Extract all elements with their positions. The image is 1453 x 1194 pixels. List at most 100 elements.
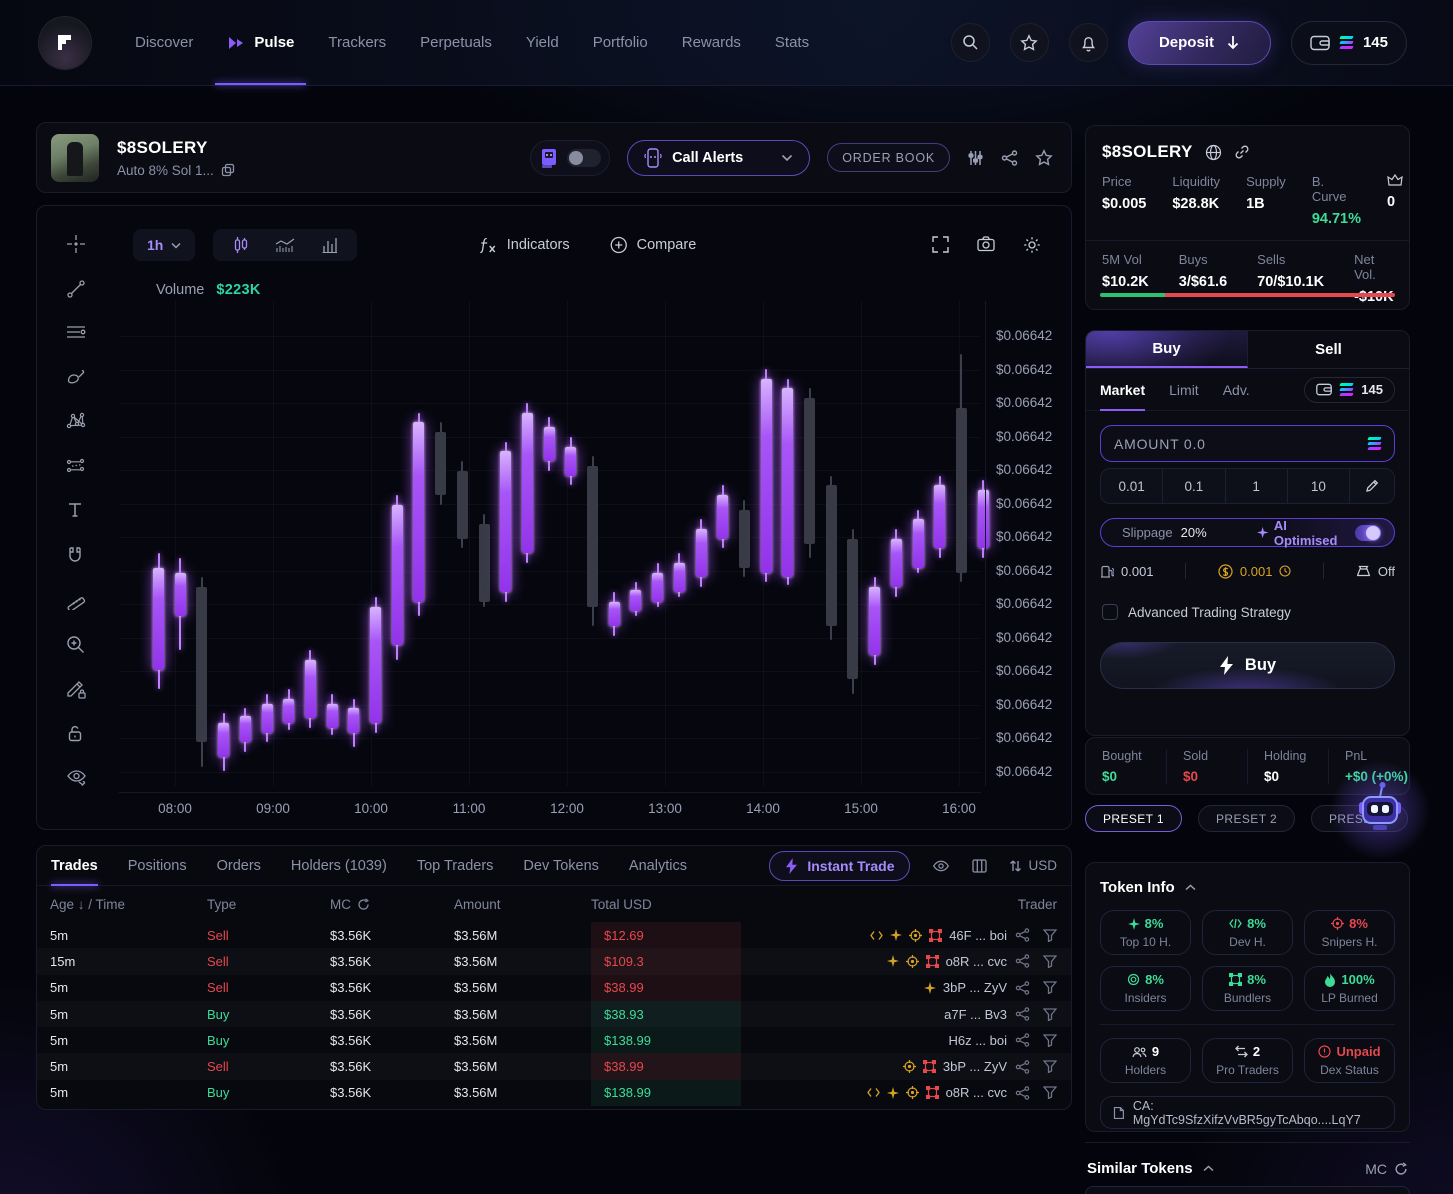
indicators-button[interactable]: Indicators: [478, 236, 570, 254]
globe-icon[interactable]: [1205, 144, 1222, 161]
order-type-adv[interactable]: Adv.: [1222, 381, 1250, 398]
token-info-dex-status[interactable]: Unpaid Dex Status: [1304, 1038, 1395, 1083]
magnet-icon[interactable]: [66, 546, 86, 566]
trend-line-icon[interactable]: [66, 279, 86, 299]
preset-button-1[interactable]: PRESET 1: [1085, 805, 1183, 832]
token-info-holders[interactable]: 9 Holders: [1100, 1038, 1191, 1083]
trade-trader[interactable]: 3bP ... ZyV: [741, 980, 1007, 995]
measure-points-icon[interactable]: [66, 457, 86, 477]
share-icon[interactable]: [1001, 149, 1018, 166]
filter-funnel-icon[interactable]: [1043, 981, 1057, 995]
timeframe-dropdown[interactable]: 1h: [133, 229, 196, 261]
candlestick-plot[interactable]: [119, 301, 989, 786]
edit-lock-icon[interactable]: [66, 679, 86, 699]
trade-row[interactable]: 5m Buy $3.56K $3.56M $138.99 o8R ... cvc: [37, 1079, 1071, 1107]
nav-item-discover[interactable]: Discover: [135, 0, 193, 85]
compare-button[interactable]: Compare: [610, 236, 696, 254]
token-info-snipers-h-[interactable]: 8% Snipers H.: [1304, 910, 1395, 955]
filter-funnel-icon[interactable]: [1043, 1086, 1057, 1100]
trades-tab-positions[interactable]: Positions: [127, 857, 187, 874]
trade-trader[interactable]: o8R ... cvc: [741, 1085, 1007, 1100]
token-info-top-10-h-[interactable]: 8% Top 10 H.: [1100, 910, 1191, 955]
share-icon[interactable]: [1015, 954, 1030, 969]
wallet-balance[interactable]: 145: [1290, 20, 1407, 65]
copy-icon[interactable]: [221, 163, 235, 177]
ruler-icon[interactable]: [66, 590, 86, 610]
slippage-settings[interactable]: Slippage 20% AI Optimised: [1100, 518, 1395, 548]
currency-sort-toggle[interactable]: USD: [1009, 858, 1057, 873]
trade-trader[interactable]: 46F ... boi: [741, 928, 1007, 943]
nav-item-trackers[interactable]: Trackers: [328, 0, 386, 85]
token-info-bundlers[interactable]: 8% Bundlers: [1202, 966, 1293, 1011]
token-info-dev-h-[interactable]: 8% Dev H.: [1202, 910, 1293, 955]
quick-amount-10[interactable]: 10: [1287, 469, 1350, 503]
nav-item-pulse[interactable]: Pulse: [215, 0, 307, 85]
quick-amount-0.1[interactable]: 0.1: [1163, 469, 1226, 503]
share-icon[interactable]: [1015, 1086, 1030, 1100]
advanced-strategy-checkbox[interactable]: Advanced Trading Strategy: [1102, 604, 1395, 620]
similar-tokens-sort[interactable]: MC: [1365, 1161, 1408, 1177]
order-type-limit[interactable]: Limit: [1169, 381, 1199, 398]
filter-funnel-icon[interactable]: [1043, 1034, 1057, 1047]
filter-funnel-icon[interactable]: [1043, 1060, 1057, 1074]
trade-trader[interactable]: H6z ... boi: [741, 1033, 1007, 1048]
trade-trader[interactable]: a7F ... Bv3: [741, 1007, 1007, 1022]
trades-tab-trades[interactable]: Trades: [51, 846, 98, 886]
trade-row[interactable]: 5m Sell $3.56K $3.56M $12.69 46F ... boi: [37, 922, 1071, 949]
instant-trade-button[interactable]: Instant Trade: [769, 850, 911, 881]
star-icon[interactable]: [1035, 148, 1053, 167]
parallel-lines-icon[interactable]: [66, 323, 86, 343]
mev-protection[interactable]: Off: [1356, 564, 1395, 579]
filter-funnel-icon[interactable]: [1043, 1007, 1057, 1021]
brush-icon[interactable]: [66, 368, 86, 388]
trade-row[interactable]: 5m Buy $3.56K $3.56M $138.99 H6z ... boi: [37, 1027, 1071, 1054]
order-type-market[interactable]: Market: [1100, 369, 1146, 411]
fullscreen-icon[interactable]: [932, 236, 949, 253]
visibility-button[interactable]: [932, 859, 950, 873]
col-type[interactable]: Type: [207, 896, 237, 912]
call-alerts-dropdown[interactable]: Call Alerts: [627, 139, 811, 176]
tab-sell[interactable]: Sell: [1315, 341, 1342, 358]
col-total[interactable]: Total USD: [591, 896, 652, 912]
trades-tab-dev[interactable]: Dev Tokens: [523, 857, 599, 874]
col-mc[interactable]: MC: [330, 897, 454, 912]
order-book-button[interactable]: ORDER BOOK: [827, 143, 950, 172]
nav-item-portfolio[interactable]: Portfolio: [593, 0, 648, 85]
text-tool-icon[interactable]: [66, 501, 86, 521]
deposit-button[interactable]: Deposit: [1127, 20, 1271, 65]
share-icon[interactable]: [1015, 1059, 1030, 1074]
share-icon[interactable]: [1015, 928, 1030, 942]
ai-assistant-button[interactable]: [1331, 761, 1429, 859]
token-info-pro-traders[interactable]: 2 Pro Traders: [1202, 1038, 1293, 1083]
bribe-fee[interactable]: 0.001: [1218, 564, 1292, 579]
col-trader[interactable]: Trader: [1017, 896, 1057, 912]
col-amount[interactable]: Amount: [454, 896, 501, 912]
trade-trader[interactable]: o8R ... cvc: [741, 954, 1007, 969]
priority-fee[interactable]: 0.001: [1100, 564, 1154, 579]
contract-address[interactable]: CA: MgYdTc9SfzXifzVvBR5gyTcAbqo....LqY7: [1100, 1096, 1395, 1129]
columns-button[interactable]: [972, 858, 988, 873]
token-info-header[interactable]: Token Info: [1100, 879, 1395, 896]
trades-tab-top[interactable]: Top Traders: [416, 857, 494, 874]
camera-icon[interactable]: [977, 236, 995, 252]
edit-amounts-button[interactable]: [1350, 469, 1394, 503]
share-icon[interactable]: [1015, 1033, 1030, 1048]
trades-tab-analytics[interactable]: Analytics: [628, 857, 687, 874]
filter-funnel-icon[interactable]: [1043, 955, 1057, 968]
auto-bot-toggle[interactable]: [530, 139, 611, 176]
bar-chart-button[interactable]: [307, 229, 351, 261]
share-icon[interactable]: [1015, 1007, 1030, 1021]
quick-amount-0.01[interactable]: 0.01: [1101, 469, 1164, 503]
search-button[interactable]: [950, 23, 990, 62]
token-avatar[interactable]: [51, 133, 99, 182]
candles-chart-button[interactable]: [219, 229, 263, 261]
balance-pill[interactable]: 145: [1304, 376, 1395, 403]
quick-amount-1[interactable]: 1: [1225, 469, 1288, 503]
favorites-button[interactable]: [1009, 23, 1049, 62]
zoom-in-icon[interactable]: [66, 635, 86, 655]
preset-button-2[interactable]: PRESET 2: [1198, 805, 1296, 832]
col-age[interactable]: Age ↓ / Time: [50, 896, 126, 912]
ai-optimised-toggle[interactable]: AI Optimised: [1256, 518, 1382, 548]
trade-trader[interactable]: 3bP ... ZyV: [741, 1059, 1007, 1074]
trade-row[interactable]: 5m Buy $3.56K $3.56M $38.93 a7F ... Bv3: [37, 1000, 1071, 1028]
